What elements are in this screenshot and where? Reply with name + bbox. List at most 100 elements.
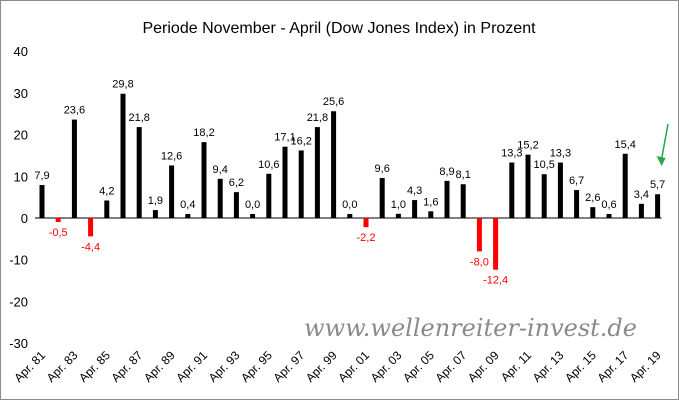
data-label: 0,4 <box>180 199 195 211</box>
bar <box>152 210 158 218</box>
data-label: 6,2 <box>229 177 244 189</box>
data-label: 13,3 <box>501 148 522 160</box>
data-label: 5,7 <box>650 179 665 191</box>
bar <box>233 192 239 218</box>
bar <box>428 211 434 218</box>
data-labels: 7,9 -0,5 23,6 -4,4 4,2 29,8 21,8 1,9 12,6 0,4 18,2… <box>34 79 665 287</box>
bar <box>590 207 596 218</box>
data-label: 0,6 <box>601 199 616 211</box>
data-label: 10,6 <box>258 159 279 171</box>
bar <box>298 150 304 218</box>
data-label: 3,4 <box>634 189 649 201</box>
y-tick-label: -10 <box>9 253 28 268</box>
x-tick-label: Apr. 97 <box>271 348 308 385</box>
bar <box>574 190 580 218</box>
annotation-arrow <box>656 123 669 166</box>
data-label: 9,4 <box>213 164 228 176</box>
bar <box>55 218 61 222</box>
bar <box>622 153 628 218</box>
y-tick-label: 40 <box>14 44 28 59</box>
data-label: 13,3 <box>550 148 571 160</box>
data-label: 18,2 <box>193 127 214 139</box>
data-label: -8,0 <box>470 256 489 268</box>
y-tick-label: 10 <box>14 169 28 184</box>
bar <box>557 162 563 218</box>
bar <box>71 119 77 218</box>
bar <box>39 185 45 218</box>
data-label: 6,7 <box>569 175 584 187</box>
data-label: 12,6 <box>161 150 182 162</box>
watermark-text: www.wellenreiter-invest.de <box>304 314 637 342</box>
data-label: 16,2 <box>290 135 311 147</box>
bar <box>88 218 94 237</box>
bar <box>541 174 547 218</box>
x-tick-label: Apr. 13 <box>530 348 567 385</box>
data-label: 9,6 <box>375 163 390 175</box>
x-tick-label: Apr. 89 <box>141 348 178 385</box>
bar <box>493 218 499 270</box>
x-tick-label: Apr. 09 <box>465 348 502 385</box>
y-tick-label: -20 <box>9 294 28 309</box>
x-tick-label: Apr. 81 <box>11 348 48 385</box>
data-label: 15,4 <box>614 139 635 151</box>
y-tick-label: -30 <box>9 336 28 351</box>
bars <box>39 93 661 270</box>
data-label: 8,9 <box>439 166 454 178</box>
data-label: 21,8 <box>128 112 149 124</box>
bar <box>331 111 337 218</box>
x-tick-label: Apr. 91 <box>173 348 210 385</box>
data-label: 29,8 <box>112 79 133 91</box>
data-label: 4,2 <box>99 185 114 197</box>
bar <box>201 142 207 218</box>
bar <box>217 178 223 218</box>
bar <box>412 200 418 218</box>
chart-title: Periode November - April (Dow Jones Inde… <box>142 20 536 37</box>
data-label: 1,6 <box>423 196 438 208</box>
data-label: -2,2 <box>357 232 376 244</box>
x-tick-label: Apr. 85 <box>76 348 113 385</box>
data-label: 1,0 <box>391 199 406 211</box>
data-label: 4,3 <box>407 185 422 197</box>
data-label: 10,5 <box>533 159 554 171</box>
bar <box>395 213 401 218</box>
x-tick-label: Apr. 07 <box>433 348 470 385</box>
data-label: 17,1 <box>274 132 295 144</box>
data-label: 25,6 <box>323 96 344 108</box>
bar <box>282 146 288 218</box>
data-label: -12,4 <box>483 275 508 287</box>
bar <box>347 214 353 218</box>
y-tick-label: 30 <box>14 86 28 101</box>
data-label: 8,1 <box>456 169 471 181</box>
data-label: 0,0 <box>342 199 357 211</box>
x-tick-label: Apr. 95 <box>238 348 275 385</box>
x-tick-label: Apr. 05 <box>400 348 437 385</box>
bar <box>136 127 142 218</box>
data-label: 0,0 <box>245 199 260 211</box>
x-tick-label: Apr. 11 <box>498 348 534 384</box>
bar <box>363 218 369 228</box>
bar <box>185 214 191 218</box>
bar <box>606 214 612 218</box>
x-tick-label: Apr. 15 <box>562 348 599 385</box>
x-tick-label: Apr. 93 <box>206 348 243 385</box>
bar <box>250 214 256 218</box>
x-tick-label: Apr. 19 <box>627 348 664 385</box>
x-tick-label: Apr. 01 <box>335 348 372 385</box>
y-tick-label: 0 <box>21 211 28 226</box>
data-label: 15,2 <box>517 140 538 152</box>
bar <box>104 200 110 218</box>
bar <box>314 127 320 218</box>
x-tick-label: Apr. 83 <box>44 348 81 385</box>
data-label: 7,9 <box>34 170 49 182</box>
bar <box>638 203 644 218</box>
bar <box>460 184 466 218</box>
data-label: 23,6 <box>64 105 85 117</box>
x-tick-label: Apr. 87 <box>109 348 146 385</box>
arrow-shaft <box>660 123 669 160</box>
bar <box>476 218 482 252</box>
x-tick-label: Apr. 17 <box>595 348 632 385</box>
bar <box>266 173 272 218</box>
bar <box>379 177 385 218</box>
bar <box>655 194 661 218</box>
